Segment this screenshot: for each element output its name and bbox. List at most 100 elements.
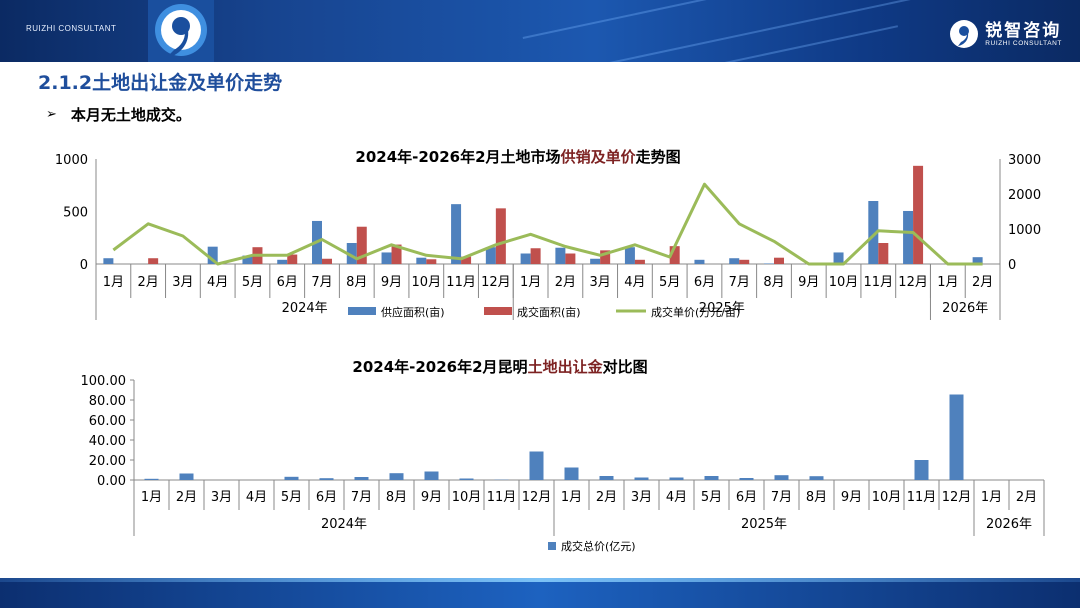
arrow-bullet-icon: ➢ [46,107,57,122]
deal-area-bar [565,253,576,264]
category-label: 5月 [242,275,263,290]
y-tick-label: 80.00 [89,394,126,409]
category-label: 12月 [481,275,511,290]
bullet-text: 本月无土地成交。 [70,106,191,124]
deal-area-bar [287,254,298,264]
category-label: 1月 [561,490,582,505]
transfer-fee-bar [459,478,474,480]
deal-area-bar [739,259,750,264]
category-label: 2月 [138,275,159,290]
category-label: 6月 [694,275,715,290]
deal-area-bar [669,246,680,264]
supply-area-bar [520,253,531,264]
legend-label: 成交单价(万元/亩) [651,305,740,319]
category-label: 5月 [659,275,680,290]
supply-area-bar [833,252,844,264]
deal-area-bar [356,226,367,264]
transfer-fee-bar [424,471,439,480]
transfer-fee-bar [914,460,929,480]
category-label: 9月 [381,275,402,290]
category-label: 6月 [736,490,757,505]
transfer-fee-bar [284,476,299,480]
category-label: 3月 [172,275,193,290]
y-tick-label: 0.00 [97,474,126,489]
category-label: 2月 [596,490,617,505]
group-label: 2025年 [699,301,745,316]
right-y-tick-label: 2000 [1008,188,1041,203]
header-band: RUIZHI CONSULTANT 锐智咨询 RUIZHI CONSULTANT [0,0,1080,62]
category-label: 9月 [798,275,819,290]
category-label: 11月 [864,275,894,290]
transfer-fee-bar [564,467,579,480]
supply-area-bar [868,201,879,264]
category-label: 5月 [281,490,302,505]
deal-area-bar [148,258,159,264]
supply-area-bar [207,246,218,264]
deal-area-bar [774,257,784,264]
transfer-fee-bar [319,478,334,480]
y-tick-label: 40.00 [89,434,126,449]
deal-area-bar [600,250,611,264]
category-label: 1月 [141,490,162,505]
category-label: 3月 [590,275,611,290]
category-label: 4月 [624,275,645,290]
section-title: 2.1.2土地出让金及单价走势 [38,72,283,94]
ruizhi-badge-logo [148,0,214,62]
transfer-fee-bar [809,476,824,480]
supply-area-bar [416,257,427,264]
category-label: 2月 [555,275,576,290]
supply-area-bar [485,247,496,264]
category-label: 8月 [346,275,367,290]
category-label: 1月 [520,275,541,290]
y-tick-label: 60.00 [89,414,126,429]
category-label: 7月 [351,490,372,505]
transfer-fee-bar [704,476,719,480]
chart-title: 2024年-2026年2月土地市场供销及单价走势图 [355,148,680,166]
category-label: 8月 [386,490,407,505]
category-label: 12月 [898,275,928,290]
transfer-fee-bar [739,478,754,480]
y-tick-label: 100.00 [81,374,127,389]
left-y-tick-label: 0 [80,258,88,273]
supply-area-bar [764,263,774,264]
category-label: 4月 [207,275,228,290]
category-label: 3月 [631,490,652,505]
transfer-fee-bar [144,478,159,480]
unit-price-line [112,182,983,266]
footer-band [0,578,1080,608]
transfer-fee-bar [669,477,684,480]
right-y-tick-label: 1000 [1008,223,1041,238]
category-label: 7月 [311,275,332,290]
transfer-fee-bar [949,394,964,480]
deal-area-bar [426,259,437,264]
category-label: 3月 [211,490,232,505]
transfer-fee-bar [389,473,404,480]
deal-area-bar [878,243,889,264]
deal-area-bar [530,248,541,264]
legend-swatch [548,542,556,550]
legend-swatch [484,307,512,315]
category-label: 12月 [522,490,552,505]
category-label: 10月 [452,490,482,505]
legend-label: 成交面积(亩) [517,305,581,319]
group-label: 2024年 [321,517,367,532]
transfer-fee-bar [599,476,614,480]
ruizhi-logo-icon [950,20,979,48]
category-label: 6月 [316,490,337,505]
supply-area-bar [451,204,462,264]
supply-area-bar [555,247,566,264]
transfer-fee-bar [774,475,789,480]
left-y-tick-label: 500 [63,206,88,221]
bullet-row: ➢ 本月无土地成交。 [46,104,191,125]
category-label: 9月 [421,490,442,505]
transfer-fee-bar [529,451,544,480]
deal-area-bar [322,258,332,264]
supply-area-bar [277,259,288,264]
supply-area-bar [903,210,914,264]
category-label: 10月 [872,490,902,505]
legend-label: 供应面积(亩) [381,305,445,319]
right-y-tick-label: 3000 [1008,153,1041,168]
transfer-fee-bar [179,473,194,480]
category-label: 4月 [666,490,687,505]
supply-area-bar [242,255,253,264]
